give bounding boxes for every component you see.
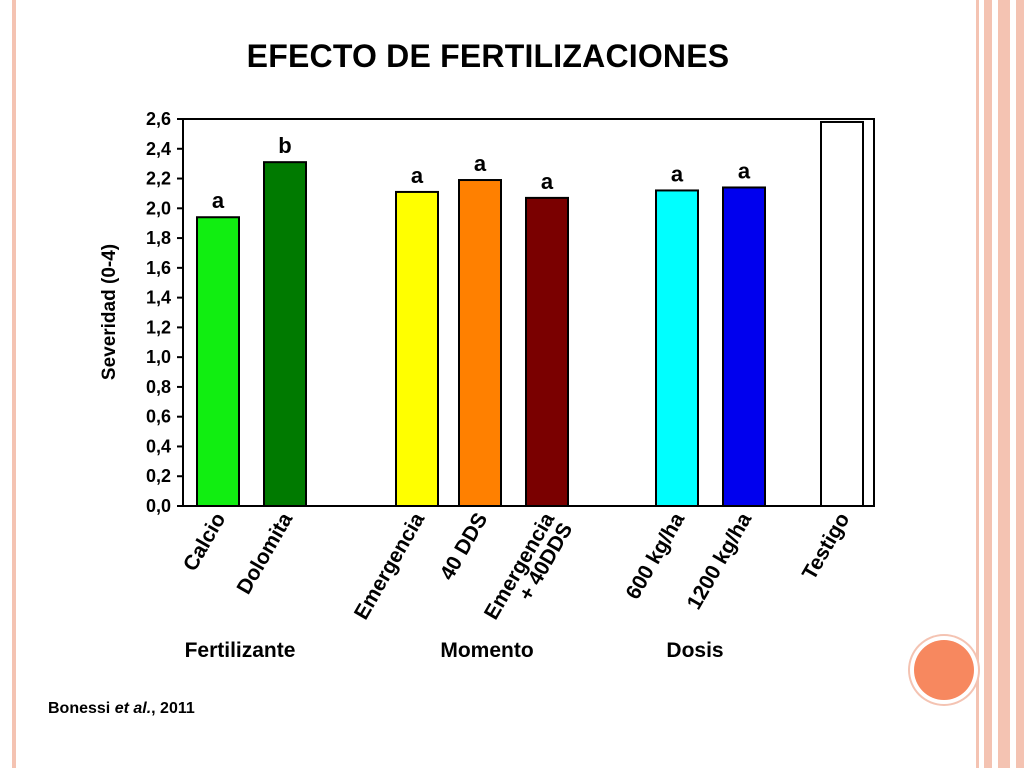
left-frame-stripe [12, 0, 16, 768]
decorative-dot [914, 640, 974, 700]
right-frame-stripe [1016, 0, 1024, 768]
category-label: 600 kg/ha [622, 509, 690, 604]
y-axis-label: Severidad (0-4) [99, 244, 120, 380]
citation: Bonessi et al., 2011 [48, 700, 195, 718]
y-tick-label: 2,2 [146, 169, 171, 189]
group-label: Momento [440, 639, 533, 662]
y-tick-label: 0,6 [146, 407, 171, 427]
significance-letter: a [738, 158, 751, 183]
significance-letter: a [212, 188, 225, 213]
category-label: 40 DDS [436, 509, 493, 584]
group-label: Dosis [666, 639, 723, 662]
category-label: Calcio [179, 509, 230, 575]
y-tick-label: 2,6 [146, 109, 171, 129]
y-tick-label: 1,4 [146, 288, 171, 308]
category-label: 1200 kg/ha [683, 509, 757, 614]
category-label: Testigo [798, 509, 854, 584]
right-frame-stripe [984, 0, 992, 768]
y-tick-label: 0,0 [146, 496, 171, 516]
y-tick-label: 1,6 [146, 258, 171, 278]
bar [820, 120, 864, 507]
significance-letter: a [671, 161, 684, 186]
category-label: Emergencia [350, 509, 430, 624]
citation-year: , 2011 [151, 700, 195, 717]
y-tick-label: 0,4 [146, 436, 171, 456]
y-tick-label: 1,0 [146, 347, 171, 367]
y-tick-label: 0,2 [146, 466, 171, 486]
bar [196, 216, 240, 507]
y-tick-label: 0,8 [146, 377, 171, 397]
right-frame-stripe [998, 0, 1010, 768]
significance-letter: b [278, 133, 291, 158]
category-label: Dolomita [232, 509, 297, 599]
significance-letter: a [411, 163, 424, 188]
citation-etal: et al. [114, 700, 152, 717]
y-tick-label: 2,4 [146, 139, 171, 159]
y-tick-label: 1,2 [146, 317, 171, 337]
slide-title: EFECTO DE FERTILIZACIONES [246, 38, 730, 74]
bar [722, 186, 766, 507]
bar [525, 196, 569, 507]
group-label: Fertilizante [185, 639, 296, 662]
bar [655, 189, 699, 507]
bar [263, 161, 307, 508]
bar [395, 190, 439, 508]
significance-letter: a [541, 169, 554, 194]
y-tick-label: 1,8 [146, 228, 171, 248]
bar [458, 179, 502, 507]
y-tick-label: 2,0 [146, 198, 171, 218]
citation-author: Bonessi [48, 700, 115, 717]
significance-letter: a [474, 151, 487, 176]
right-frame-stripe [976, 0, 979, 768]
